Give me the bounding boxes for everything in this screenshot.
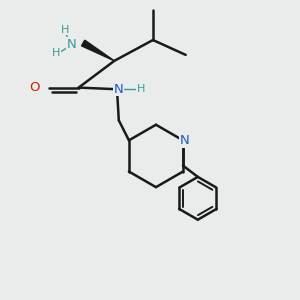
- Text: N: N: [180, 134, 189, 147]
- Text: O: O: [29, 81, 39, 94]
- Polygon shape: [82, 40, 114, 61]
- Text: N: N: [66, 38, 76, 51]
- Text: H: H: [61, 25, 70, 34]
- Text: H: H: [137, 84, 145, 94]
- Text: N: N: [114, 82, 124, 96]
- Text: H: H: [52, 48, 61, 59]
